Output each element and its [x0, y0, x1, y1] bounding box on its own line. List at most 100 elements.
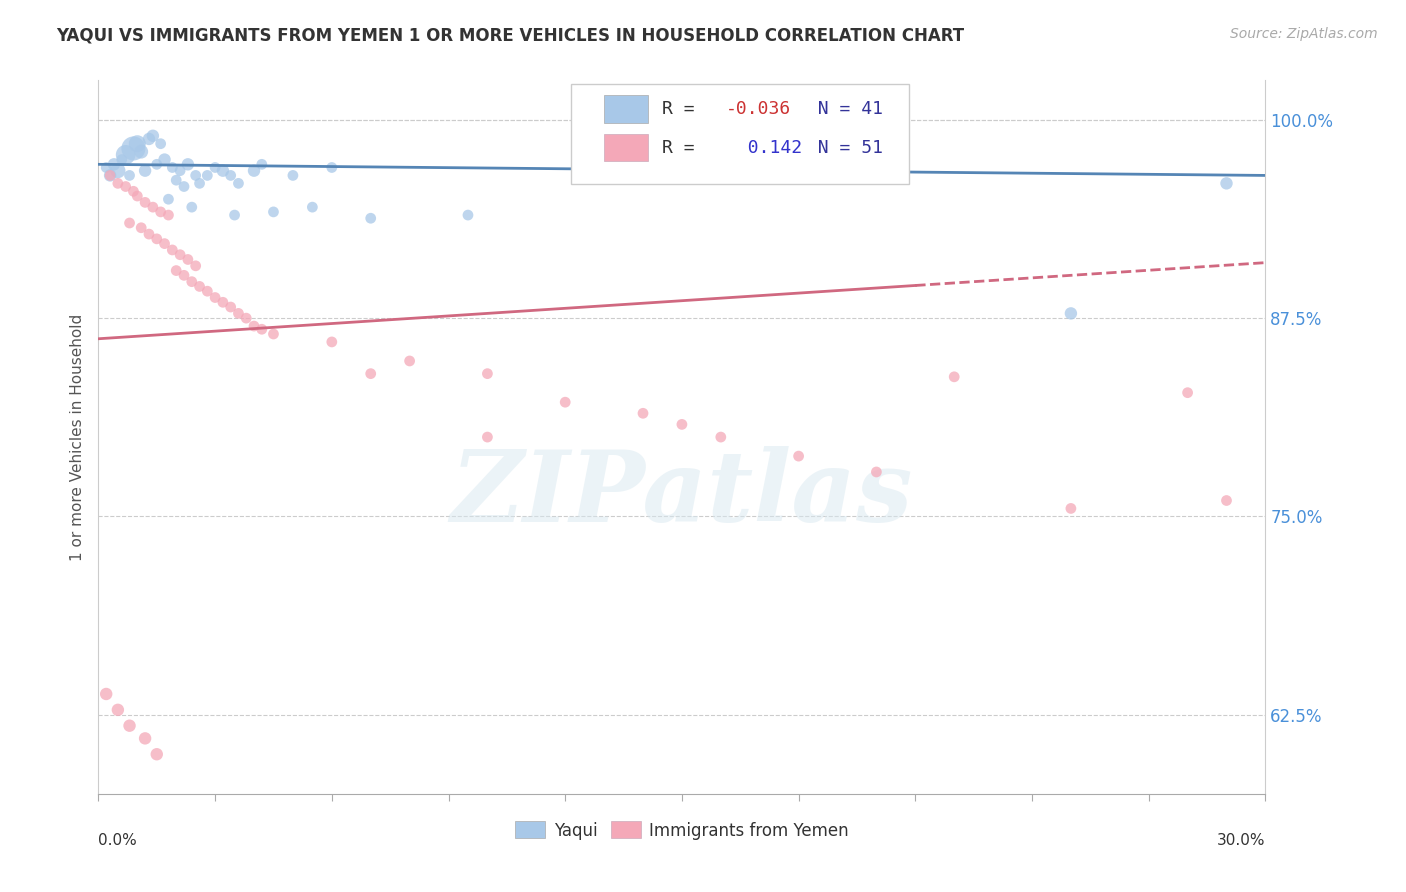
Point — [169, 163, 191, 178]
Point — [138, 132, 160, 146]
Point — [118, 719, 141, 733]
Point — [188, 177, 211, 191]
Point — [281, 169, 304, 183]
Text: 30.0%: 30.0% — [1218, 833, 1265, 848]
Point — [184, 169, 207, 183]
Point — [398, 354, 420, 368]
Point — [262, 205, 284, 219]
Point — [631, 406, 654, 420]
Point — [710, 430, 733, 444]
Point — [96, 687, 118, 701]
Point — [554, 395, 576, 409]
Point — [142, 128, 165, 143]
Point — [129, 145, 152, 159]
Text: Source: ZipAtlas.com: Source: ZipAtlas.com — [1230, 27, 1378, 41]
Point — [228, 177, 250, 191]
Point — [235, 311, 257, 326]
Point — [250, 322, 273, 336]
Point — [262, 326, 284, 341]
Y-axis label: 1 or more Vehicles in Household: 1 or more Vehicles in Household — [69, 313, 84, 561]
Point — [212, 295, 235, 310]
Point — [127, 136, 149, 151]
Point — [457, 208, 479, 222]
Point — [184, 259, 207, 273]
Point — [149, 205, 172, 219]
Point — [671, 417, 693, 432]
Point — [195, 169, 218, 183]
Point — [111, 153, 134, 167]
Point — [98, 169, 121, 183]
Point — [204, 161, 226, 175]
Point — [146, 747, 169, 762]
Point — [188, 279, 211, 293]
Text: R =: R = — [662, 100, 706, 118]
Text: N = 51: N = 51 — [796, 139, 883, 157]
FancyBboxPatch shape — [571, 84, 910, 184]
Point — [250, 157, 273, 171]
Point — [129, 220, 152, 235]
Point — [477, 430, 499, 444]
Point — [107, 163, 129, 178]
Point — [321, 161, 343, 175]
Point — [301, 200, 323, 214]
Point — [96, 161, 118, 175]
Point — [865, 465, 887, 479]
Point — [321, 334, 343, 349]
Text: YAQUI VS IMMIGRANTS FROM YEMEN 1 OR MORE VEHICLES IN HOUSEHOLD CORRELATION CHART: YAQUI VS IMMIGRANTS FROM YEMEN 1 OR MORE… — [56, 27, 965, 45]
Text: 0.0%: 0.0% — [98, 833, 138, 848]
Point — [114, 179, 136, 194]
Point — [360, 211, 382, 226]
Point — [149, 136, 172, 151]
Text: 0.142: 0.142 — [727, 139, 803, 157]
Point — [157, 192, 180, 206]
Point — [98, 169, 121, 183]
Point — [219, 169, 242, 183]
Point — [165, 173, 187, 187]
Point — [165, 263, 187, 277]
Point — [177, 157, 200, 171]
Point — [1060, 306, 1083, 320]
Point — [204, 291, 226, 305]
Point — [360, 367, 382, 381]
Point — [134, 731, 156, 746]
Point — [1060, 501, 1083, 516]
Point — [162, 243, 184, 257]
Point — [146, 232, 169, 246]
Point — [943, 369, 966, 384]
Text: -0.036: -0.036 — [727, 100, 792, 118]
Point — [180, 200, 202, 214]
Point — [1215, 177, 1237, 191]
Point — [477, 367, 499, 381]
Point — [243, 319, 266, 334]
Point — [173, 179, 195, 194]
Point — [138, 227, 160, 241]
Point — [153, 236, 176, 251]
Point — [219, 300, 242, 314]
Point — [177, 252, 200, 267]
Point — [173, 268, 195, 283]
Text: R =: R = — [662, 139, 706, 157]
Point — [1177, 385, 1199, 400]
Point — [122, 141, 145, 155]
Point — [103, 157, 125, 171]
Point — [212, 163, 235, 178]
Point — [146, 157, 169, 171]
Point — [118, 169, 141, 183]
Legend: Yaqui, Immigrants from Yemen: Yaqui, Immigrants from Yemen — [509, 814, 855, 847]
FancyBboxPatch shape — [603, 135, 648, 161]
Point — [107, 177, 129, 191]
Point — [118, 216, 141, 230]
Text: ZIPatlas: ZIPatlas — [451, 446, 912, 542]
Point — [107, 703, 129, 717]
Point — [142, 200, 165, 214]
Point — [157, 208, 180, 222]
Point — [134, 163, 156, 178]
Point — [195, 284, 218, 298]
Point — [228, 306, 250, 320]
Point — [169, 248, 191, 262]
Point — [180, 275, 202, 289]
Point — [127, 189, 149, 203]
Point — [787, 449, 810, 463]
FancyBboxPatch shape — [603, 95, 648, 122]
Text: N = 41: N = 41 — [796, 100, 883, 118]
